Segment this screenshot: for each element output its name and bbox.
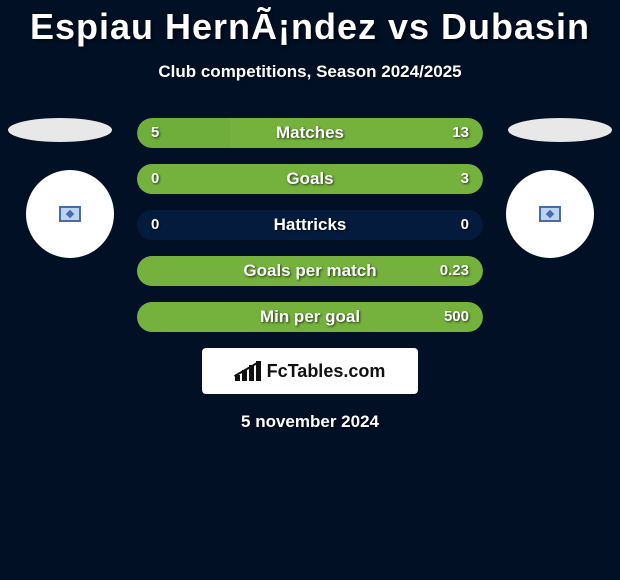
stat-row: Matches5 13 [137,118,483,148]
stat-row: Goals per match0.23 [137,256,483,286]
flag-right [508,118,612,142]
stats-area: Matches513Goals03Hattricks00Goals per ma… [0,118,620,332]
stat-value-right: 500 [444,302,469,332]
brand-text: FcTables.com [267,361,386,382]
date-label: 5 november 2024 [0,412,620,432]
crest-icon [539,206,561,222]
page-title: Espiau HernÃ¡ndez vs Dubasin [0,0,620,48]
flag-left [8,118,112,142]
brand-chart-icon [235,361,261,381]
stat-value-right: 3 [461,164,469,194]
stat-value-right: 0.23 [440,256,469,286]
brand-box: FcTables.com [202,348,418,394]
stat-row: Hattricks0 0 [137,210,483,240]
stat-row: Goals0 3 [137,164,483,194]
stat-value-right: 13 [452,118,469,148]
crest-left [26,170,114,258]
crest-right [506,170,594,258]
stat-value-left: 5 [151,118,159,148]
stat-label: Matches [137,118,483,148]
stat-bars: Matches513Goals03Hattricks00Goals per ma… [137,118,483,332]
stat-label: Goals per match [137,256,483,286]
stat-value-left: 0 [151,210,159,240]
stat-row: Min per goal500 [137,302,483,332]
stat-label: Hattricks [137,210,483,240]
crest-icon [59,206,81,222]
stat-label: Min per goal [137,302,483,332]
stat-value-right: 0 [461,210,469,240]
subtitle: Club competitions, Season 2024/2025 [0,62,620,82]
stat-value-left: 0 [151,164,159,194]
stat-label: Goals [137,164,483,194]
